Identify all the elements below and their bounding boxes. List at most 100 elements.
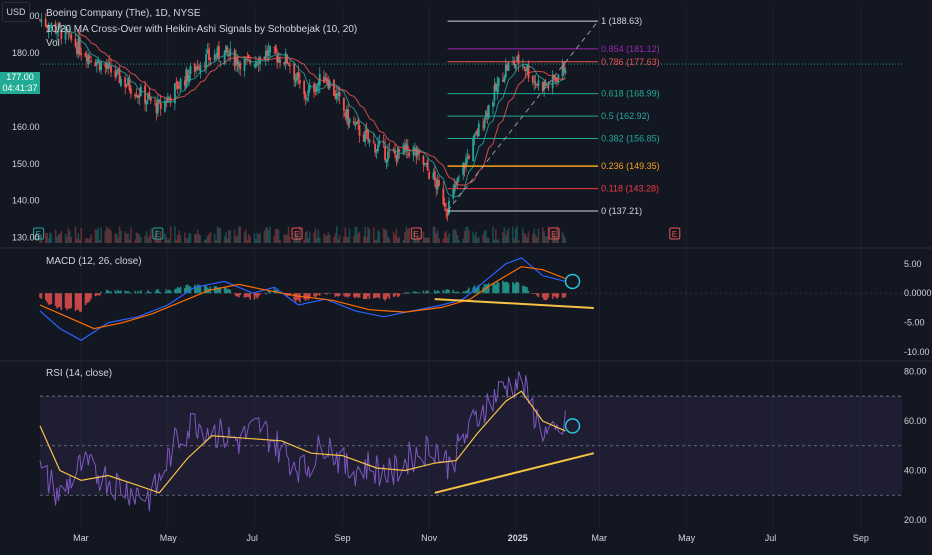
candle[interactable] bbox=[168, 96, 171, 98]
candle[interactable] bbox=[40, 20, 43, 23]
candle[interactable] bbox=[378, 141, 381, 145]
candle[interactable] bbox=[253, 65, 256, 66]
candle[interactable] bbox=[77, 38, 80, 55]
candle[interactable] bbox=[87, 54, 90, 64]
candle[interactable] bbox=[47, 29, 50, 31]
candle[interactable] bbox=[269, 46, 271, 53]
candle[interactable] bbox=[164, 100, 166, 112]
candle[interactable] bbox=[514, 64, 517, 69]
candle[interactable] bbox=[316, 85, 318, 92]
candle[interactable] bbox=[46, 25, 49, 29]
candle[interactable] bbox=[563, 61, 565, 72]
candle[interactable] bbox=[155, 103, 158, 114]
candle[interactable] bbox=[324, 78, 327, 81]
candle[interactable] bbox=[352, 121, 355, 124]
candle[interactable] bbox=[44, 18, 47, 27]
candle[interactable] bbox=[347, 109, 350, 126]
candle[interactable] bbox=[314, 90, 317, 93]
candle[interactable] bbox=[523, 66, 526, 69]
candle[interactable] bbox=[433, 171, 436, 181]
candle[interactable] bbox=[266, 50, 269, 56]
candle[interactable] bbox=[289, 64, 291, 67]
candle[interactable] bbox=[475, 132, 477, 134]
candle[interactable] bbox=[67, 33, 70, 35]
candle[interactable] bbox=[78, 37, 81, 55]
candle[interactable] bbox=[114, 71, 117, 77]
candle[interactable] bbox=[296, 73, 298, 81]
candle[interactable] bbox=[235, 57, 237, 65]
candle[interactable] bbox=[504, 64, 507, 78]
candle[interactable] bbox=[465, 158, 467, 168]
candle[interactable] bbox=[209, 58, 212, 60]
candle[interactable] bbox=[502, 79, 504, 82]
candle[interactable] bbox=[396, 147, 399, 160]
candle[interactable] bbox=[195, 66, 198, 70]
candle[interactable] bbox=[344, 112, 347, 117]
candle[interactable] bbox=[129, 88, 132, 95]
candle[interactable] bbox=[422, 156, 425, 166]
candle[interactable] bbox=[118, 68, 121, 84]
candle[interactable] bbox=[124, 77, 127, 87]
candle[interactable] bbox=[154, 100, 156, 102]
candle[interactable] bbox=[554, 78, 557, 81]
candle[interactable] bbox=[398, 149, 401, 152]
earnings-marker[interactable] bbox=[152, 227, 164, 240]
candle[interactable] bbox=[218, 46, 220, 60]
candle[interactable] bbox=[94, 62, 97, 67]
candle[interactable] bbox=[50, 23, 53, 28]
candle[interactable] bbox=[137, 95, 139, 99]
candle[interactable] bbox=[263, 56, 266, 59]
candle[interactable] bbox=[436, 179, 439, 190]
candle[interactable] bbox=[527, 65, 530, 78]
candle[interactable] bbox=[107, 63, 110, 69]
candle[interactable] bbox=[338, 92, 341, 97]
candle[interactable] bbox=[483, 120, 486, 129]
candle[interactable] bbox=[39, 19, 41, 21]
candle[interactable] bbox=[125, 85, 128, 86]
candle[interactable] bbox=[279, 59, 281, 64]
candle[interactable] bbox=[256, 63, 259, 65]
candle[interactable] bbox=[395, 154, 398, 162]
currency-button[interactable]: USD bbox=[2, 2, 30, 22]
candle[interactable] bbox=[267, 49, 270, 56]
candle[interactable] bbox=[357, 120, 360, 124]
fib-retracement[interactable]: 1 (188.63) 0.854 (181.12) 0.786 (177.63) 0.… bbox=[447, 16, 660, 216]
candle[interactable] bbox=[199, 65, 202, 73]
candle[interactable] bbox=[148, 92, 151, 98]
candle[interactable] bbox=[306, 97, 308, 101]
candle[interactable] bbox=[506, 64, 509, 71]
candle[interactable] bbox=[175, 81, 178, 83]
candle[interactable] bbox=[458, 176, 460, 178]
candle[interactable] bbox=[145, 100, 148, 105]
candle[interactable] bbox=[308, 85, 311, 90]
candle[interactable] bbox=[425, 162, 428, 165]
candle[interactable] bbox=[388, 149, 391, 151]
candle[interactable] bbox=[466, 156, 469, 159]
candle[interactable] bbox=[473, 133, 476, 139]
candle[interactable] bbox=[115, 69, 118, 76]
candle[interactable] bbox=[337, 93, 340, 96]
earnings-marker[interactable] bbox=[548, 227, 560, 240]
candle[interactable] bbox=[476, 129, 479, 136]
candle[interactable] bbox=[189, 65, 192, 75]
candle[interactable] bbox=[127, 78, 129, 85]
candle[interactable] bbox=[428, 171, 431, 179]
candle[interactable] bbox=[158, 101, 161, 102]
candle[interactable] bbox=[355, 122, 358, 125]
candle[interactable] bbox=[178, 86, 181, 88]
candle[interactable] bbox=[367, 130, 369, 140]
candle[interactable] bbox=[547, 85, 550, 89]
candle[interactable] bbox=[205, 54, 208, 68]
rsi-line[interactable] bbox=[39, 371, 566, 512]
candle[interactable] bbox=[477, 123, 480, 137]
candle[interactable] bbox=[74, 38, 77, 47]
rsi-annotation-circle[interactable] bbox=[564, 418, 581, 434]
macd-line[interactable] bbox=[39, 257, 566, 341]
candle[interactable] bbox=[236, 56, 239, 66]
candle[interactable] bbox=[375, 149, 378, 152]
rsi-ma-line[interactable] bbox=[39, 390, 566, 494]
candle[interactable] bbox=[135, 95, 138, 98]
candle[interactable] bbox=[298, 80, 301, 84]
